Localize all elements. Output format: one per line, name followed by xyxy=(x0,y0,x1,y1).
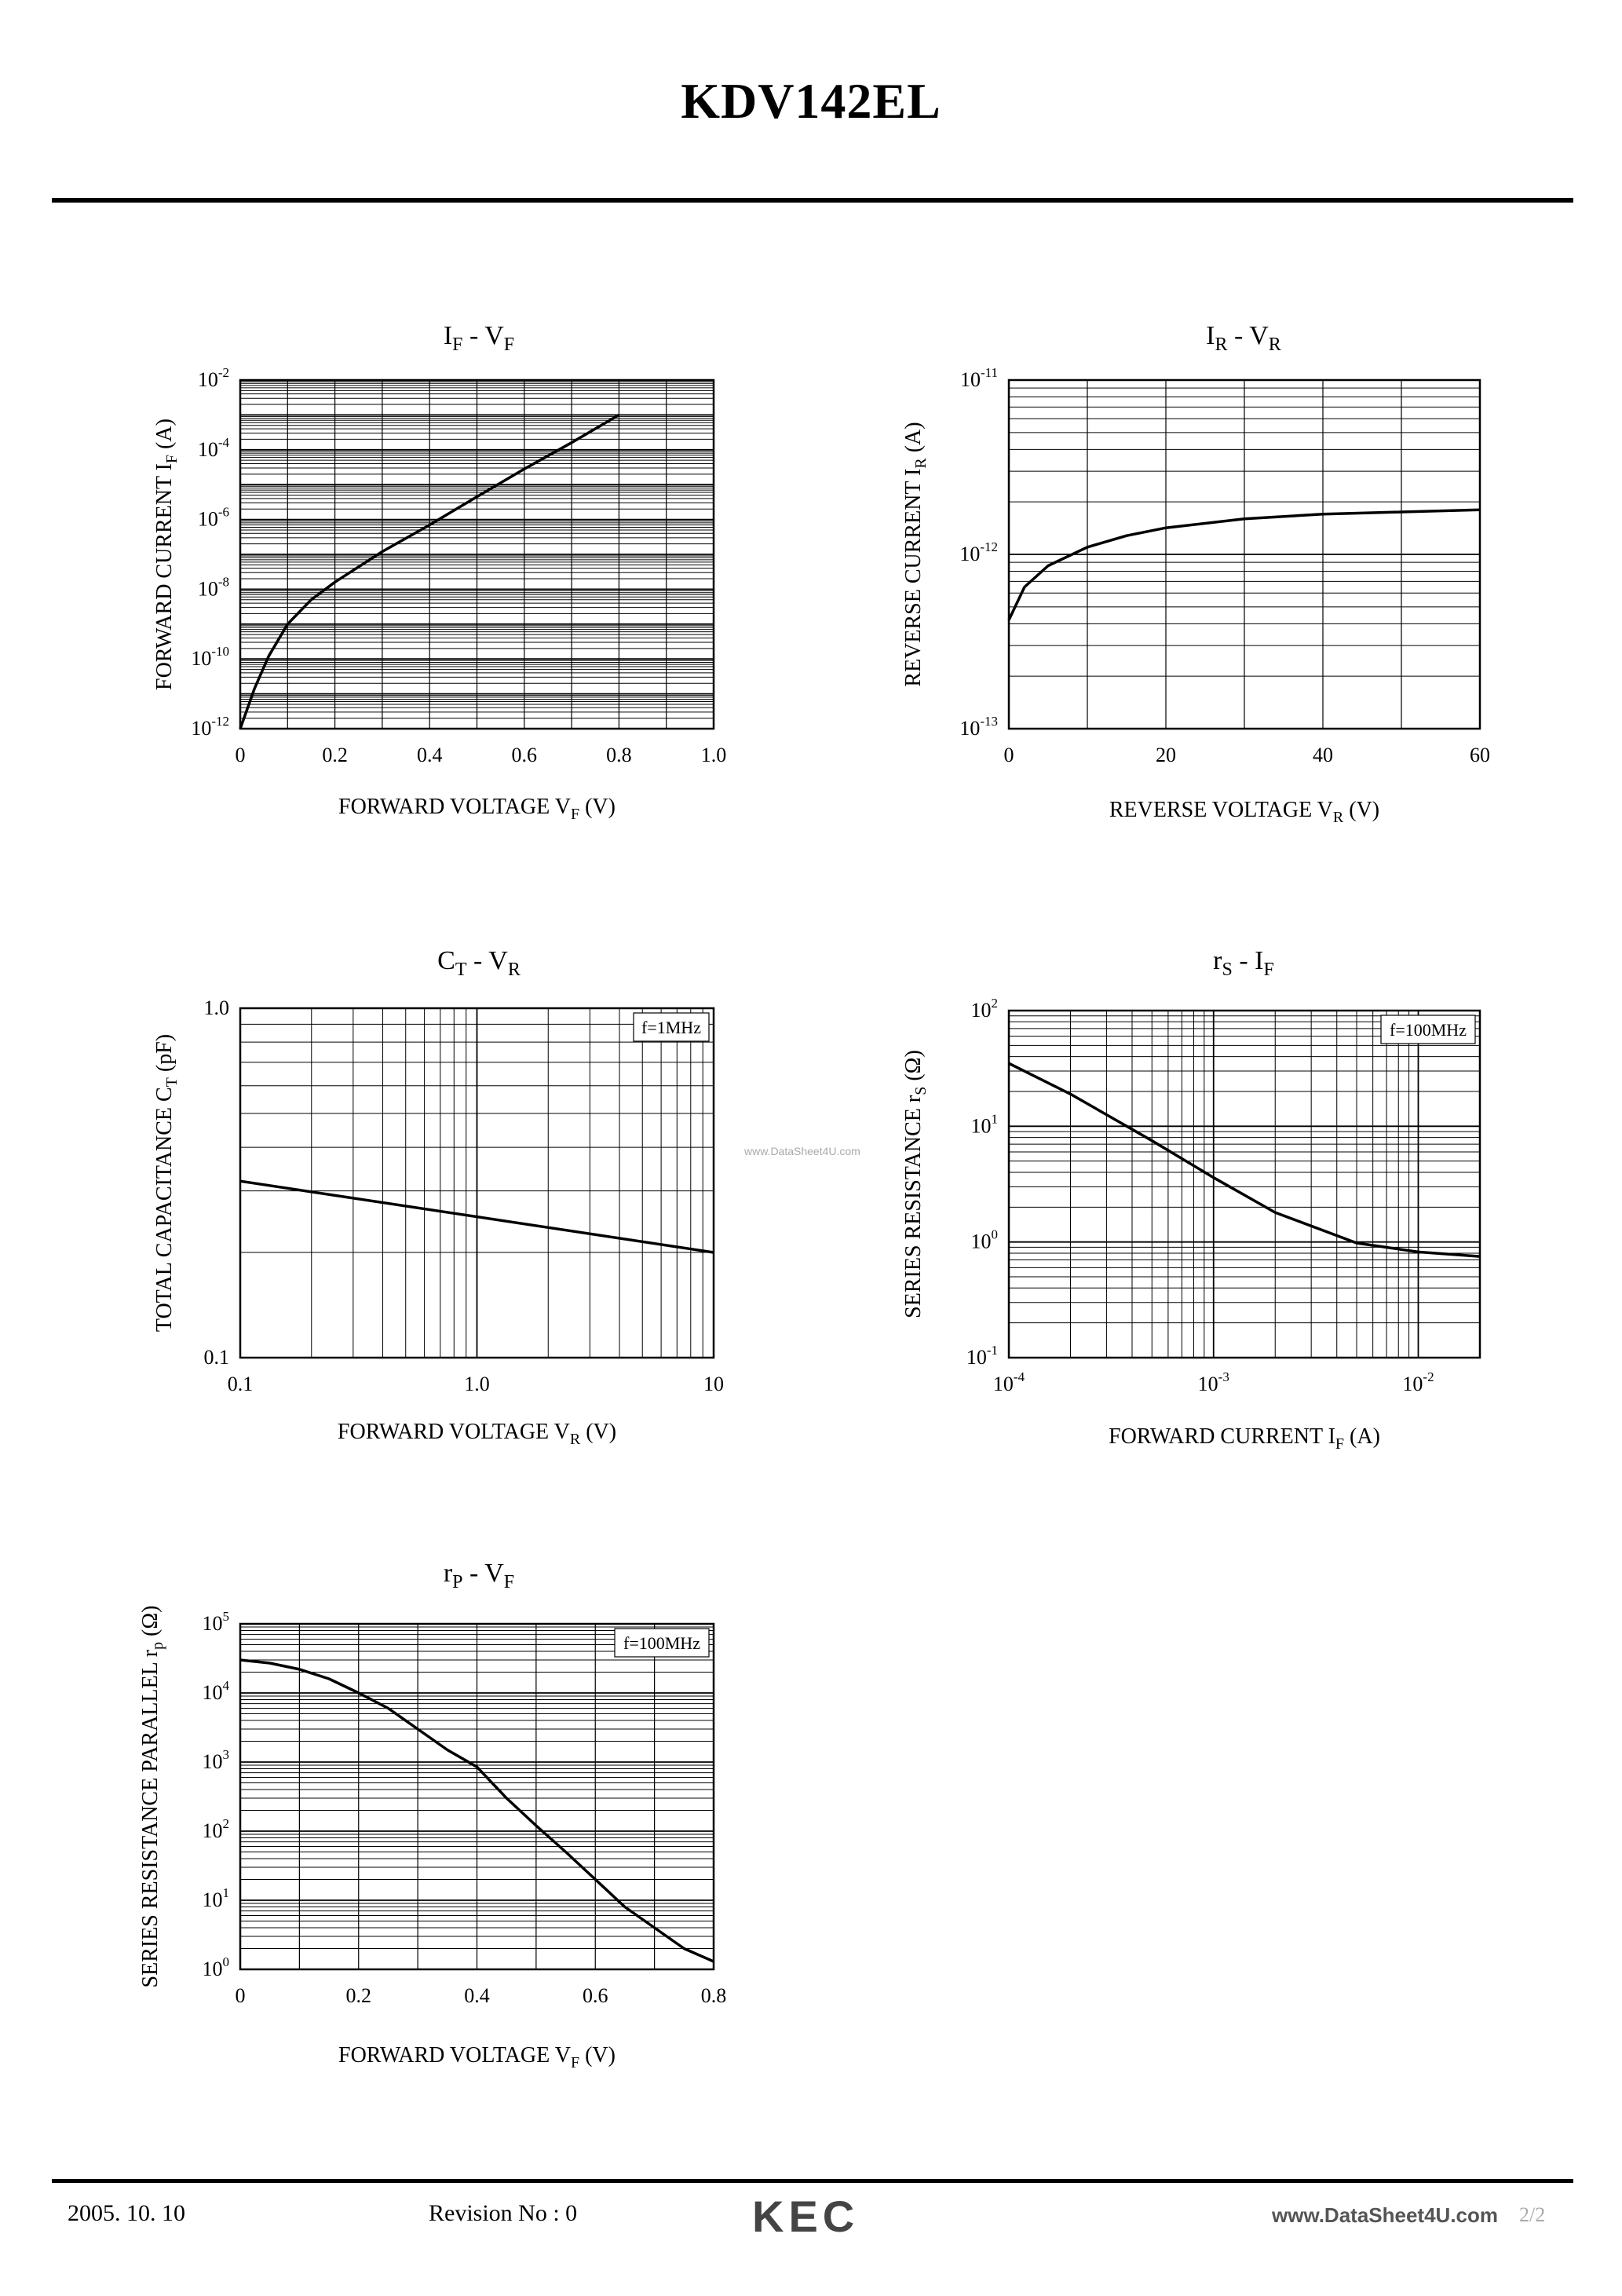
x-tick-label: 1.0 xyxy=(464,1373,490,1395)
chart-title: rS - IF xyxy=(1213,946,1274,980)
y-axis-label: REVERSE CURRENT IR (A) xyxy=(901,422,930,686)
x-axis-label: FORWARD VOLTAGE VR (V) xyxy=(338,1420,616,1448)
annotation-box xyxy=(633,1012,710,1042)
footer-revision: Revision No : 0 xyxy=(429,2200,578,2226)
y-axis-label: FORWARD CURRENT IF (A) xyxy=(152,419,181,690)
watermark-text: www.DataSheet4U.com xyxy=(744,1145,860,1157)
annotation: f=1MHz xyxy=(633,1012,710,1042)
plot-frame xyxy=(1007,378,1481,730)
y-axis-label: TOTAL CAPACITANCE CT (pF) xyxy=(152,1034,181,1332)
y-tick-label: 105 xyxy=(203,1609,230,1635)
series-line-ir xyxy=(1007,508,1481,621)
grid-lines xyxy=(1009,1011,1480,1358)
y-tick-label: 103 xyxy=(203,1747,230,1773)
y-tick-label: 10-8 xyxy=(198,574,229,600)
x-tick-label: 0.2 xyxy=(322,744,348,766)
grid-lines xyxy=(1009,380,1480,729)
plot-frame xyxy=(1007,1009,1481,1359)
chart-title: IF - VF xyxy=(444,321,514,355)
y-axis-label: SERIES RESISTANCE rS (Ω) xyxy=(901,1050,930,1318)
annotation-text: f=1MHz xyxy=(641,1018,701,1037)
series-line-ct xyxy=(239,1179,714,1254)
y-tick-label: 102 xyxy=(203,1816,230,1842)
plot-frame xyxy=(239,1622,715,1971)
x-tick-label: 0 xyxy=(1004,744,1014,766)
series-line-rs xyxy=(1008,1062,1481,1258)
y-tick-label: 10-12 xyxy=(191,714,229,740)
x-tick-label: 10-2 xyxy=(1402,1369,1434,1395)
annotation-box xyxy=(614,1628,710,1658)
annotation-text: f=100MHz xyxy=(623,1633,700,1653)
annotation-text: f=100MHz xyxy=(1390,1020,1467,1040)
x-tick-label: 0.6 xyxy=(512,744,538,766)
x-tick-label: 0 xyxy=(236,1984,246,2007)
page-number: 2/2 xyxy=(1519,2203,1546,2226)
plot-frame xyxy=(239,378,715,730)
y-axis-label: SERIES RESISTANCE PARALLEL rp (Ω) xyxy=(138,1606,166,1988)
x-tick-label: 0.8 xyxy=(701,1984,727,2007)
grid-lines xyxy=(240,1008,714,1358)
y-tick-label: 101 xyxy=(203,1885,230,1911)
y-tick-label: 10-2 xyxy=(198,365,229,391)
header-rule xyxy=(52,198,1573,203)
chart-title: IR - VR xyxy=(1206,321,1281,355)
y-tick-label: 10-4 xyxy=(198,435,230,461)
y-tick-label: 1.0 xyxy=(204,996,230,1019)
x-tick-label: 1.0 xyxy=(701,744,727,766)
footer-date: 2005. 10. 10 xyxy=(68,2200,185,2226)
y-tick-label: 100 xyxy=(203,1954,230,1980)
grid-lines xyxy=(240,380,714,729)
y-tick-label: 0.1 xyxy=(204,1346,230,1369)
x-tick-label: 0.4 xyxy=(417,744,443,766)
y-tick-label: 10-10 xyxy=(191,644,229,670)
y-tick-label: 10-6 xyxy=(198,505,229,531)
annotation: f=100MHz xyxy=(1380,1015,1476,1044)
y-tick-label: 10-12 xyxy=(959,539,998,565)
x-tick-label: 10-4 xyxy=(993,1369,1025,1395)
x-tick-label: 40 xyxy=(1313,744,1333,766)
x-tick-label: 0.8 xyxy=(606,744,632,766)
y-tick-label: 102 xyxy=(971,996,999,1022)
annotation: f=100MHz xyxy=(614,1628,710,1658)
x-tick-label: 0.1 xyxy=(228,1373,254,1395)
y-tick-label: 10-13 xyxy=(959,714,998,740)
series-line-rp xyxy=(239,1658,714,1963)
x-axis-label: FORWARD CURRENT IF (A) xyxy=(1109,1424,1380,1453)
y-tick-label: 10-1 xyxy=(966,1343,998,1369)
chart-title: rP - VF xyxy=(444,1559,514,1592)
footer-rule xyxy=(52,2179,1573,2183)
chart-title: CT - VR xyxy=(437,946,521,980)
annotation-box xyxy=(1380,1015,1476,1044)
x-tick-label: 0 xyxy=(236,744,246,766)
x-tick-label: 10 xyxy=(703,1373,724,1395)
y-tick-label: 101 xyxy=(971,1111,999,1137)
x-tick-label: 10-3 xyxy=(1198,1369,1229,1395)
document-title: KDV142EL xyxy=(681,73,941,129)
x-tick-label: 20 xyxy=(1156,744,1176,766)
x-tick-label: 0.6 xyxy=(583,1984,608,2007)
y-tick-label: 104 xyxy=(203,1678,230,1704)
x-tick-label: 0.2 xyxy=(346,1984,372,2007)
x-tick-label: 60 xyxy=(1470,744,1490,766)
x-axis-label: FORWARD VOLTAGE VF (V) xyxy=(338,2043,616,2071)
x-tick-label: 0.4 xyxy=(464,1984,490,2007)
y-tick-label: 10-11 xyxy=(960,365,998,391)
grid-lines xyxy=(240,1624,714,1969)
x-axis-label: FORWARD VOLTAGE VF (V) xyxy=(338,795,616,823)
kec-logo: KEC xyxy=(752,2192,860,2241)
series-line-if xyxy=(239,413,620,729)
y-tick-label: 100 xyxy=(971,1227,999,1253)
plot-frame xyxy=(239,1007,715,1359)
footer-website-link[interactable]: www.DataSheet4U.com xyxy=(1272,2203,1499,2227)
x-axis-label: REVERSE VOLTAGE VR (V) xyxy=(1109,798,1379,826)
